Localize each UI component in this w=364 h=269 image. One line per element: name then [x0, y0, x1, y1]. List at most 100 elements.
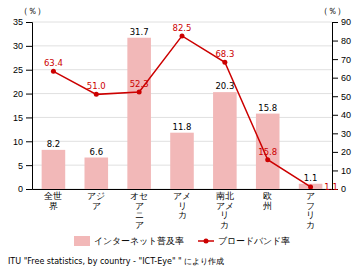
- marks: [42, 33, 323, 189]
- y-tick: 0: [18, 184, 32, 194]
- y2-tick-mark: [332, 115, 338, 116]
- y2-tick-label: 20: [341, 147, 351, 157]
- line-label: 1.1: [324, 182, 338, 192]
- y-tick-label: 0: [18, 184, 23, 194]
- y-tick-mark: [26, 165, 32, 166]
- y2-tick-label: 50: [341, 92, 351, 102]
- bar: [299, 184, 323, 189]
- x-tick-label: アメリカ: [173, 191, 191, 220]
- legend-marker: [204, 239, 209, 244]
- x-tick-label-line: カ: [306, 220, 315, 230]
- bar-label: 6.6: [90, 147, 104, 157]
- bar: [256, 114, 280, 189]
- grid-line: [32, 117, 332, 118]
- bar: [85, 158, 109, 189]
- y-axis: 05101520253035: [13, 17, 33, 194]
- grid-line: [32, 45, 332, 46]
- x-tick: 欧州: [263, 189, 272, 211]
- line-label: 15.8: [258, 147, 277, 157]
- legend-item: ブロードバンド率: [198, 236, 290, 246]
- bar-label: 20.3: [215, 81, 234, 91]
- marker: [308, 184, 313, 189]
- y-tick-label: 15: [13, 113, 23, 123]
- x-tick-label: オセアニア: [130, 191, 148, 229]
- y-tick-mark: [26, 141, 32, 142]
- y2-tick-mark: [332, 59, 338, 60]
- y2-tick-mark: [332, 170, 338, 171]
- y-tick-mark: [26, 22, 32, 23]
- y-tick-label: 5: [18, 161, 23, 171]
- chart-svg: 全世界アジアオセアニアアメリカ南北アメリカ欧州アフリカ0510152025303…: [0, 0, 364, 269]
- x-axis-line: [33, 189, 333, 190]
- y-tick-label: 35: [13, 17, 23, 27]
- data-labels: 8.26.631.711.820.315.81.163.451.052.382.…: [44, 23, 338, 192]
- y-tick-mark: [26, 70, 32, 71]
- line-label: 68.3: [215, 49, 234, 59]
- y2-axis-line: [333, 23, 339, 190]
- x-tick-label: 南北アメリカ: [216, 191, 234, 229]
- x-axis: 全世界アジアオセアニアアメリカ南北アメリカ欧州アフリカ: [33, 189, 333, 230]
- y2-tick: 90: [332, 17, 351, 27]
- line: [53, 36, 310, 187]
- y2-tick-mark: [332, 133, 338, 134]
- y-tick-label: 30: [13, 41, 23, 51]
- bar: [42, 150, 66, 189]
- y2-tick-mark: [332, 96, 338, 97]
- legend-label: ブロードバンド率: [218, 236, 290, 246]
- y2-tick: 80: [332, 36, 351, 46]
- y2-tick-label: 90: [341, 17, 351, 27]
- y2-tick-label: 80: [341, 36, 351, 46]
- y-tick: 20: [13, 89, 32, 99]
- bar: [127, 38, 151, 189]
- y-tick: 15: [13, 113, 32, 123]
- x-tick-label-line: カ: [178, 210, 187, 220]
- marker: [94, 92, 99, 97]
- marker: [137, 89, 142, 94]
- source-note: ITU "Free statistics, by country - "ICT-…: [8, 257, 224, 266]
- bar-label: 11.8: [173, 122, 192, 132]
- bar-label: 8.2: [47, 139, 61, 149]
- legend: インターネット普及率ブロードバンド率: [74, 236, 290, 246]
- y-axis-title: （％）: [19, 6, 46, 16]
- line-label: 82.5: [173, 23, 192, 33]
- y2-tick-mark: [332, 152, 338, 153]
- y-tick-mark: [26, 117, 32, 118]
- x-tick-label-line: カ: [220, 220, 229, 230]
- grid-line: [32, 69, 332, 70]
- bar-label: 31.7: [130, 27, 149, 37]
- y-tick: 30: [13, 41, 32, 51]
- y2-tick: 70: [332, 54, 351, 64]
- y2-tick-label: 30: [341, 129, 351, 139]
- chart-container: 全世界アジアオセアニアアメリカ南北アメリカ欧州アフリカ0510152025303…: [0, 0, 364, 269]
- y2-tick-label: 70: [341, 54, 351, 64]
- y2-tick-label: 60: [341, 73, 351, 83]
- marker: [51, 69, 56, 74]
- x-tick: アジア: [87, 189, 105, 211]
- y2-axis: 0102030405060708090: [332, 17, 351, 194]
- y2-tick: 20: [332, 147, 351, 157]
- y-tick-mark: [26, 94, 32, 95]
- x-tick: 南北アメリカ: [216, 189, 234, 230]
- x-tick: アメリカ: [173, 189, 191, 220]
- y2-tick: 40: [332, 110, 351, 120]
- y-tick-mark: [26, 189, 32, 190]
- x-tick-label: 欧州: [263, 191, 272, 210]
- y2-tick: 60: [332, 73, 351, 83]
- y2-tick-label: 0: [341, 184, 346, 194]
- marker: [180, 33, 185, 38]
- y-tick: 35: [13, 17, 32, 27]
- x-tick: 全世界: [44, 189, 62, 211]
- x-tick-label-line: 州: [263, 201, 272, 211]
- y2-tick-mark: [332, 41, 338, 42]
- bar: [213, 92, 237, 189]
- marker: [222, 60, 227, 65]
- bar-label: 15.8: [258, 103, 277, 113]
- line-label: 63.4: [44, 58, 63, 68]
- bar-label: 1.1: [304, 173, 318, 183]
- y-tick-label: 10: [13, 137, 23, 147]
- x-tick-label-line: 界: [49, 201, 58, 211]
- x-tick-label-line: ア: [135, 220, 144, 230]
- y2-tick: 30: [332, 129, 351, 139]
- y-tick: 5: [18, 161, 32, 171]
- x-tick: オセアニア: [130, 189, 148, 230]
